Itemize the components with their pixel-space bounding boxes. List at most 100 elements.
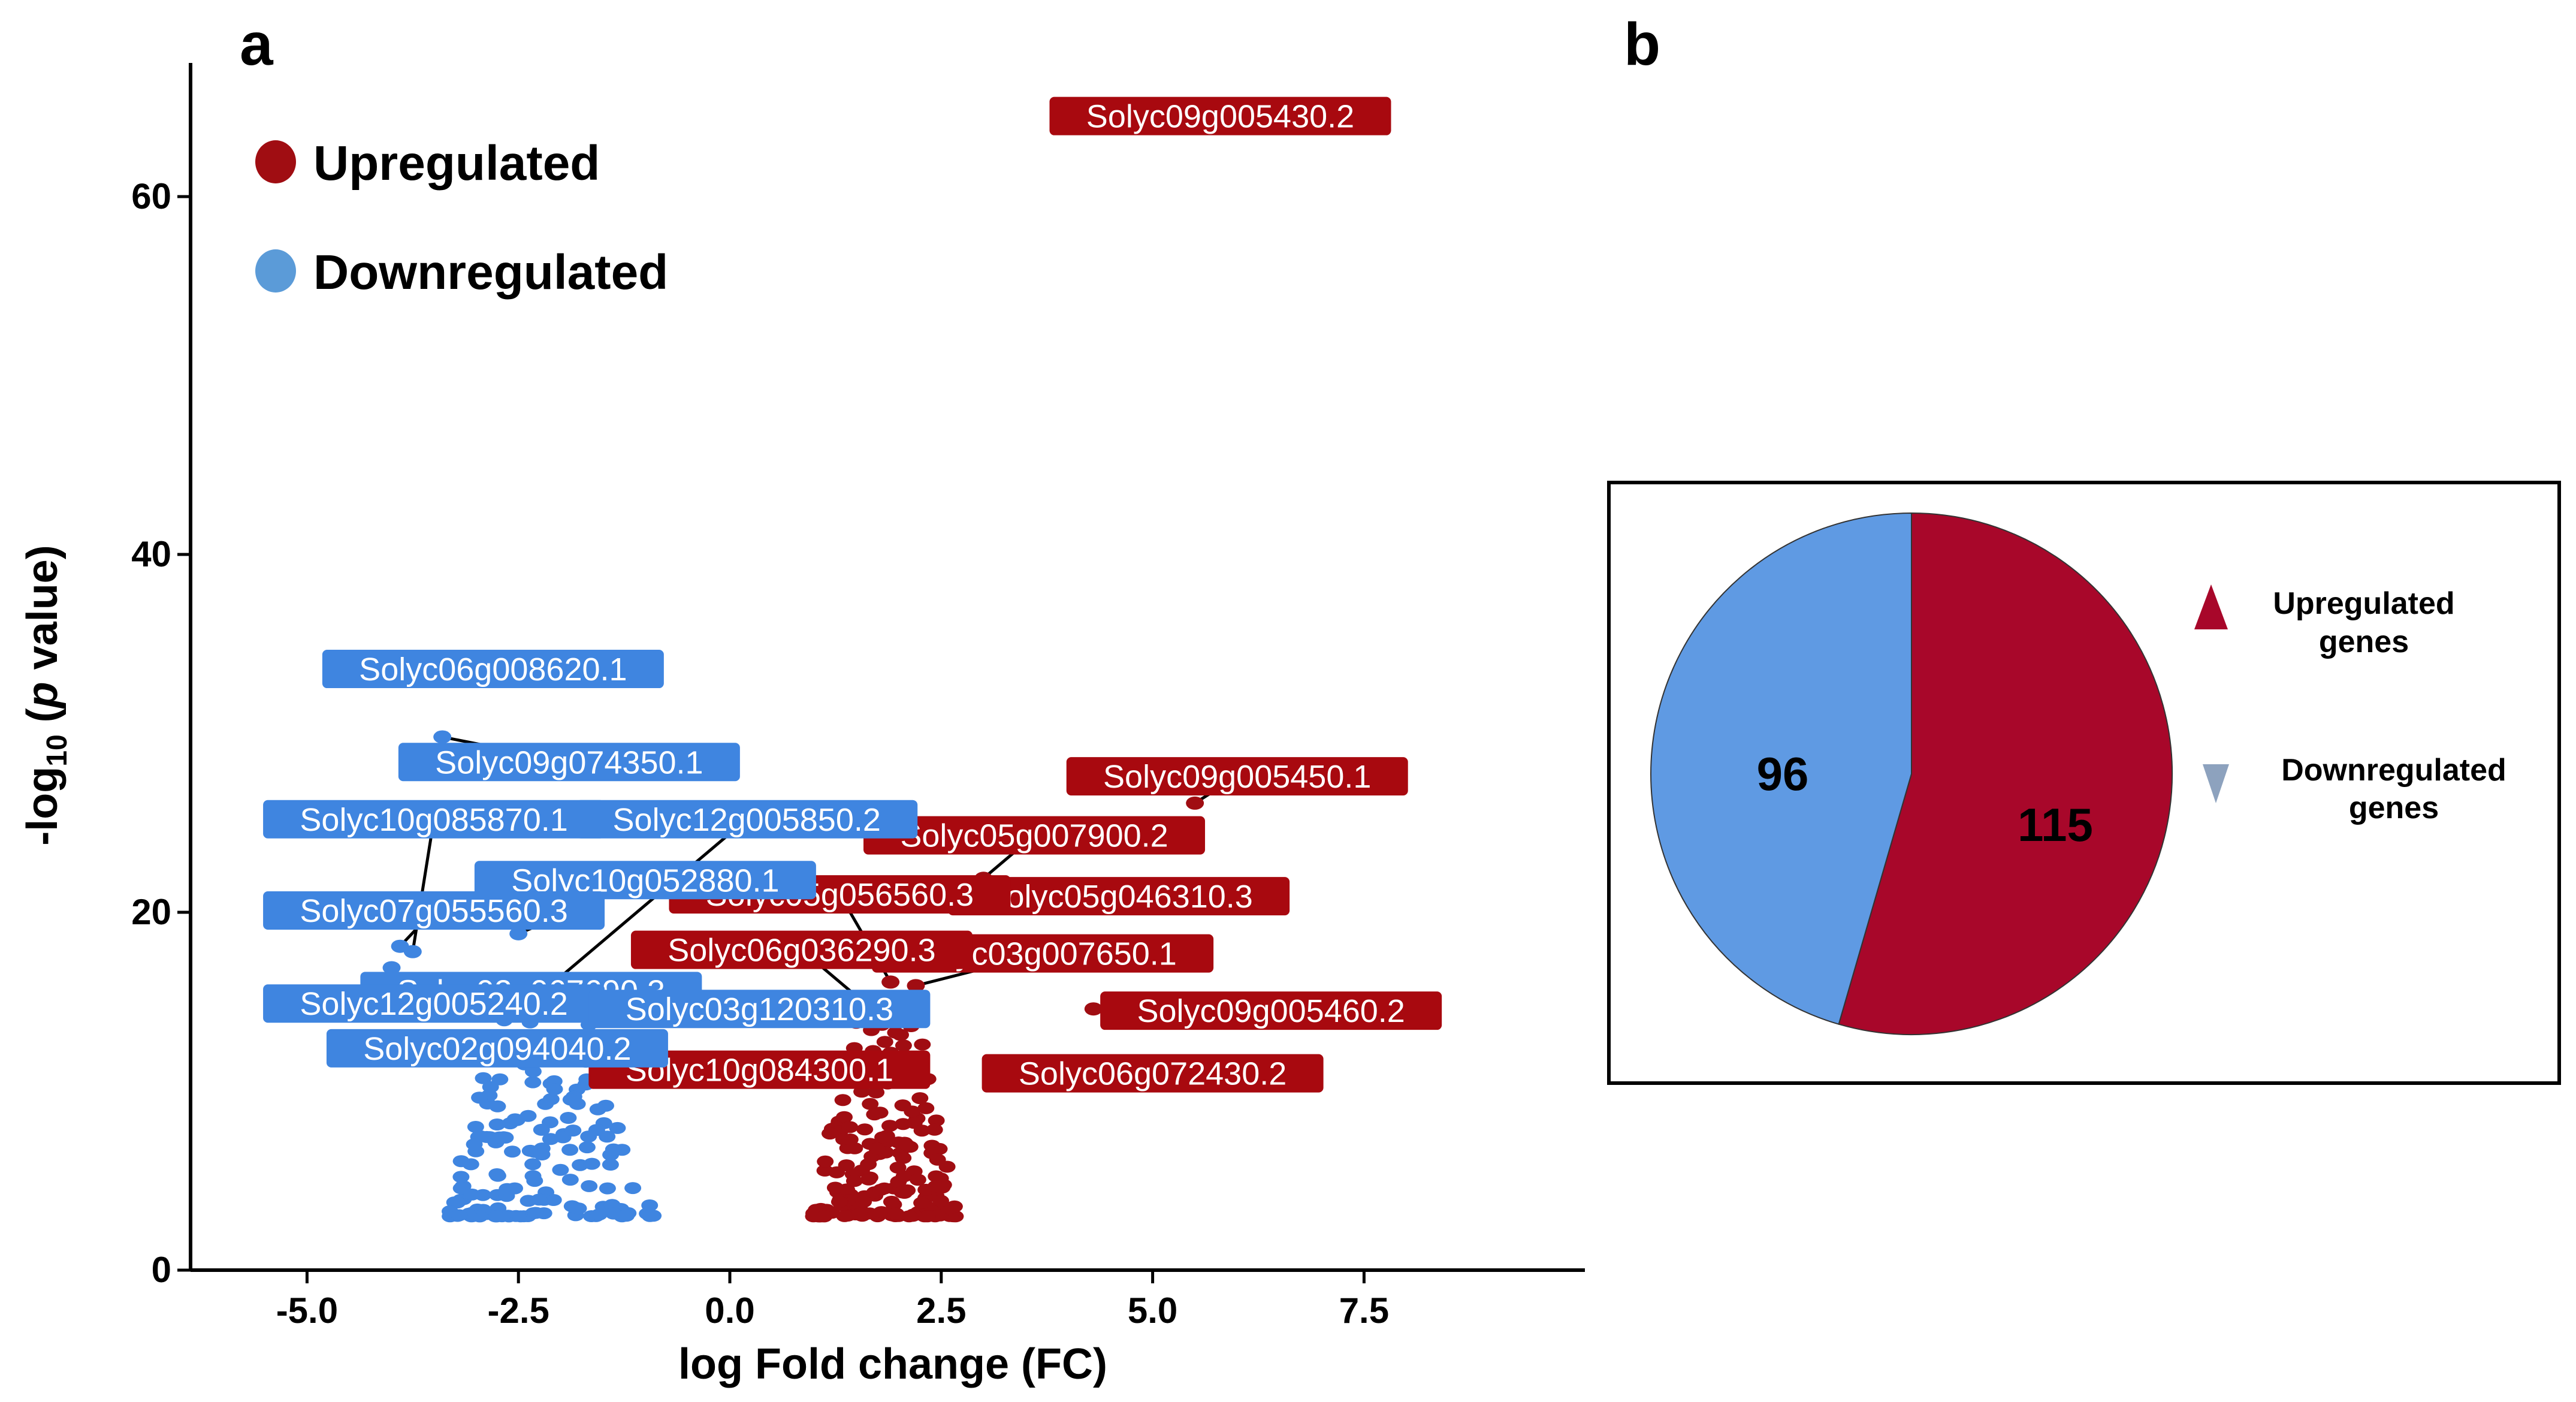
- gene-labels: Solyc09g005430.2 Solyc09g005450.1 Solyc05g…: [263, 97, 1442, 1093]
- legend-marker-up: [255, 140, 296, 183]
- up-data-point: [894, 1099, 911, 1112]
- up-data-point: [895, 1151, 912, 1164]
- x-tick-label: 2.5: [916, 1291, 966, 1331]
- pie-slice-label: 96: [1757, 747, 1809, 800]
- down-data-point: [560, 1112, 577, 1124]
- up-data-point: [851, 1208, 868, 1220]
- up-data-point: [926, 1123, 943, 1136]
- gene-label: Solyc12g005850.2: [613, 802, 881, 838]
- down-data-point: [466, 1138, 483, 1151]
- up-data-point: [929, 1153, 946, 1166]
- down-data-point: [524, 1076, 542, 1089]
- gene-label: Solyc09g005450.1: [1103, 759, 1371, 795]
- gene-label-box: [263, 891, 605, 930]
- up-data-point: [895, 1039, 912, 1052]
- gene-point: [1084, 1002, 1103, 1016]
- gene-label-box: [588, 1050, 931, 1089]
- pie-slice: [1650, 512, 1912, 1025]
- gene-point: [382, 961, 401, 975]
- up-data-point: [914, 1038, 931, 1051]
- up-data-point: [860, 1158, 877, 1171]
- down-data-point: [542, 1093, 560, 1105]
- pie-legend-label-line1: Upregulated: [2273, 586, 2454, 621]
- up-data-point: [928, 1114, 945, 1127]
- gene-label-box: [1100, 991, 1442, 1030]
- down-data-point: [512, 1210, 529, 1223]
- up-data-point: [828, 1166, 845, 1178]
- up-data-point: [901, 1210, 918, 1223]
- down-data-point: [605, 1143, 622, 1156]
- pie-slice: [1838, 512, 2173, 1035]
- up-data-point: [872, 1183, 890, 1196]
- pie-legend-marker-up: [2194, 584, 2228, 629]
- x-tick-label: 5.0: [1128, 1291, 1177, 1331]
- down-data-point: [562, 1093, 579, 1106]
- gene-label-box: [630, 930, 973, 969]
- down-data-point: [488, 1168, 506, 1180]
- down-data-point: [589, 1103, 606, 1115]
- down-data-point: [451, 1209, 468, 1222]
- y-axis-title-close: value): [19, 545, 67, 682]
- down-data-point: [488, 1118, 506, 1130]
- up-data-point: [932, 1195, 949, 1207]
- gene-label: Solyc06g072430.2: [1019, 1056, 1287, 1092]
- x-tick-label: 7.5: [1339, 1291, 1389, 1331]
- up-data-point: [841, 1121, 859, 1133]
- down-data-point: [497, 1131, 514, 1144]
- up-data-point: [889, 1162, 907, 1174]
- up-data-point: [919, 1210, 936, 1223]
- up-data-point: [881, 1120, 898, 1132]
- up-data-point: [866, 1108, 883, 1121]
- gene-label-box: [982, 1054, 1324, 1093]
- down-data-point: [527, 1207, 545, 1219]
- pie-slice-label: 115: [2018, 798, 2093, 851]
- up-data-point: [856, 1123, 874, 1136]
- gene-label: Solyc03g120310.3: [626, 991, 893, 1027]
- down-data-point: [542, 1133, 559, 1145]
- gene-label: Solyc05g007900.2: [900, 818, 1168, 854]
- gene-label-box: [263, 984, 605, 1023]
- up-data-point: [868, 1086, 885, 1099]
- up-points: [805, 1015, 964, 1223]
- down-data-point: [564, 1124, 582, 1137]
- up-data-point: [913, 1124, 931, 1137]
- down-data-point: [530, 1193, 548, 1206]
- down-data-point: [552, 1163, 569, 1176]
- gene-label: Solyc12g005240.2: [300, 986, 567, 1022]
- y-ticks: 0 20 40 60: [131, 176, 191, 1290]
- down-data-point: [602, 1159, 619, 1171]
- up-data-point: [831, 1196, 848, 1208]
- down-data-point: [499, 1183, 516, 1195]
- gene-point: [881, 975, 900, 989]
- leader-line: [411, 819, 436, 952]
- y-tick-label: 20: [131, 892, 171, 932]
- gene-label-box: [948, 877, 1290, 916]
- y-axis-title: -log10 (p value): [19, 545, 73, 845]
- gene-label: Solyc09g005460.2: [1137, 993, 1405, 1029]
- up-data-point: [836, 1111, 853, 1123]
- y-axis-title-open: (: [19, 708, 67, 734]
- down-data-point: [618, 1210, 635, 1222]
- y-axis-title-prefix: -log: [19, 767, 67, 846]
- gene-label: Solyc09g074350.1: [435, 744, 703, 780]
- up-data-point: [913, 1196, 931, 1209]
- down-data-point: [489, 1100, 506, 1112]
- up-data-point: [911, 1092, 929, 1105]
- down-data-point: [471, 1092, 488, 1104]
- up-data-point: [862, 1098, 879, 1110]
- gene-label: Solyc06g036290.3: [668, 933, 935, 969]
- gene-label: Solyc10g084300.1: [626, 1053, 893, 1089]
- down-data-point: [561, 1174, 579, 1186]
- up-data-point: [927, 1180, 944, 1193]
- up-data-point: [893, 1186, 911, 1199]
- gene-point: [907, 979, 925, 993]
- gene-label-box: [1066, 757, 1408, 796]
- down-data-point: [475, 1189, 491, 1201]
- legend-label-up: Upregulated: [313, 136, 600, 191]
- down-data-point: [524, 1065, 542, 1078]
- y-tick-label: 40: [131, 534, 171, 574]
- down-data-point: [504, 1145, 521, 1158]
- down-data-point: [624, 1182, 642, 1195]
